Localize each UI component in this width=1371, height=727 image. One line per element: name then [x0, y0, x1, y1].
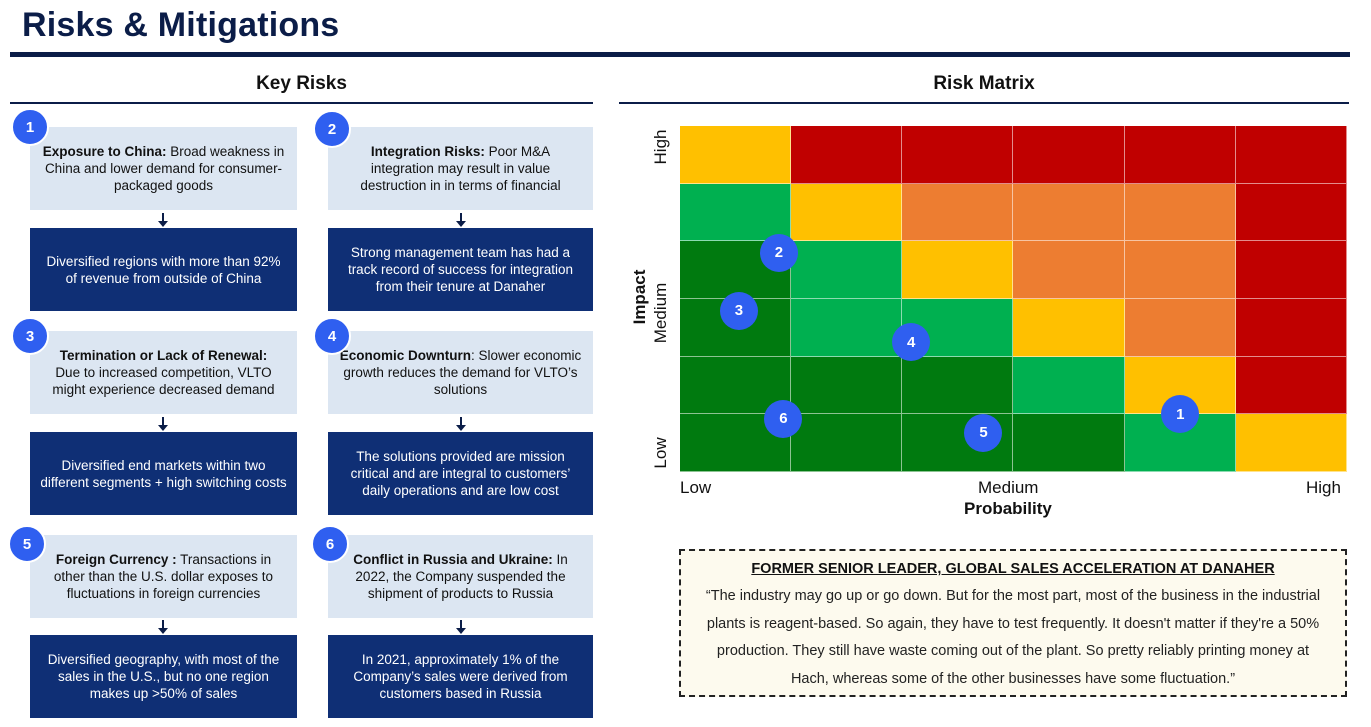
risk-badge-5: 5: [8, 525, 46, 563]
mitigation-card-5: Diversified geography, with most of the …: [30, 635, 297, 718]
matrix-cell: [1124, 241, 1236, 299]
risk-badge-3: 3: [11, 317, 49, 355]
matrix-cell: [791, 241, 903, 299]
risk-card-5: Foreign Currency : Transactions in other…: [30, 535, 297, 618]
mitigation-card-6: In 2021, approximately 1% of the Company…: [328, 635, 593, 718]
matrix-cell: [902, 241, 1014, 299]
matrix-marker-1: 1: [1161, 395, 1200, 434]
mitigation-card-1: Diversified regions with more than 92% o…: [30, 228, 297, 311]
key-risks-divider: [10, 102, 593, 104]
risk-badge-6: 6: [311, 525, 349, 563]
matrix-cell: [1013, 241, 1125, 299]
risk-text-6: In 2022, the Company suspended the shipm…: [355, 552, 568, 601]
matrix-marker-5: 5: [964, 413, 1003, 452]
risk-card-6: Conflict in Russia and Ukraine: In 2022,…: [328, 535, 593, 618]
matrix-cell: [1124, 299, 1236, 357]
risk-card-1: Exposure to China: Broad weakness in Chi…: [30, 127, 297, 210]
matrix-cell: [1013, 414, 1125, 472]
matrix-cell: [1235, 299, 1347, 357]
y-tick-medium: Medium: [651, 282, 670, 344]
arrow-down-icon: [456, 620, 466, 634]
arrow-down-icon: [456, 213, 466, 227]
matrix-cell: [902, 126, 1014, 184]
y-tick-high: High: [651, 129, 670, 165]
matrix-cell: [791, 356, 903, 415]
matrix-cell: [680, 183, 792, 242]
quote-heading: FORMER SENIOR LEADER, GLOBAL SALES ACCEL…: [751, 561, 1275, 577]
matrix-cell: [1235, 126, 1347, 184]
risk-text-3: Due to increased competition, VLTO might…: [52, 365, 275, 397]
risk-badge-4: 4: [313, 317, 351, 355]
expert-quote-box: FORMER SENIOR LEADER, GLOBAL SALES ACCEL…: [679, 549, 1347, 697]
risk-text-4: : Slower economic growth reduces the dem…: [343, 348, 582, 397]
risk-title-1: Exposure to China:: [42, 144, 167, 159]
key-risks-title: Key Risks: [256, 73, 347, 94]
risk-card-4: Economic Downturn: Slower economic growt…: [328, 331, 593, 414]
matrix-cell: [791, 126, 903, 184]
risk-card-2: Integration Risks: Poor M&A integration …: [328, 127, 593, 210]
arrow-down-icon: [158, 213, 168, 227]
matrix-cell: [791, 299, 903, 357]
risk-matrix-title: Risk Matrix: [933, 73, 1035, 94]
quote-text: “The industry may go up or go down. But …: [705, 588, 1321, 687]
matrix-cell: [902, 183, 1014, 242]
matrix-cell: [680, 126, 792, 184]
risk-title-2: Integration Risks:: [370, 144, 485, 159]
matrix-cell: [1013, 356, 1125, 415]
matrix-cell: [791, 414, 903, 472]
matrix-cell: [1013, 126, 1125, 184]
risk-badge-2: 2: [313, 110, 351, 148]
page-title: Risks & Mitigations: [22, 6, 340, 44]
risk-card-3: Termination or Lack of Renewal: Due to in…: [30, 331, 297, 414]
matrix-cell: [902, 356, 1014, 415]
risk-text-2: Poor M&A integration may result in value…: [360, 144, 561, 193]
y-axis-title: Impact: [630, 269, 649, 325]
matrix-cell: [1235, 356, 1347, 415]
matrix-cell: [1235, 241, 1347, 299]
matrix-marker-4: 4: [892, 323, 931, 362]
matrix-cell: [1124, 183, 1236, 242]
mitigation-card-4: The solutions provided are mission criti…: [328, 432, 593, 515]
risk-badge-1: 1: [11, 108, 49, 146]
matrix-cell: [1124, 126, 1236, 184]
matrix-cell: [1013, 299, 1125, 357]
mitigation-card-2: Strong management team has had a track r…: [328, 228, 593, 311]
x-tick-low: Low: [680, 478, 712, 497]
risk-text-5: Transactions in other than the U.S. doll…: [53, 552, 274, 601]
risk-title-3: Termination or Lack of Renewal:: [59, 348, 268, 363]
matrix-cell: [1013, 183, 1125, 242]
matrix-cell: [791, 183, 903, 242]
arrow-down-icon: [158, 417, 168, 431]
matrix-marker-2: 2: [759, 233, 798, 272]
x-axis-title: Probability: [964, 499, 1052, 518]
matrix-marker-6: 6: [764, 399, 803, 438]
risk-text-1: Broad weakness in China and lower demand…: [44, 144, 285, 193]
arrow-down-icon: [456, 417, 466, 431]
x-tick-medium: Medium: [978, 478, 1039, 497]
risk-title-4: Economic Downturn: [339, 348, 471, 363]
mitigation-card-3: Diversified end markets within two diffe…: [30, 432, 297, 515]
title-divider: [10, 52, 1350, 57]
matrix-cell: [1235, 183, 1347, 242]
matrix-marker-3: 3: [719, 291, 758, 330]
x-tick-high: High: [1306, 478, 1341, 497]
matrix-cell: [1235, 414, 1347, 472]
risk-title-5: Foreign Currency :: [55, 552, 177, 567]
risk-title-6: Conflict in Russia and Ukraine:: [353, 552, 553, 567]
risk-matrix-divider: [619, 102, 1349, 104]
arrow-down-icon: [158, 620, 168, 634]
y-tick-low: Low: [651, 437, 670, 469]
